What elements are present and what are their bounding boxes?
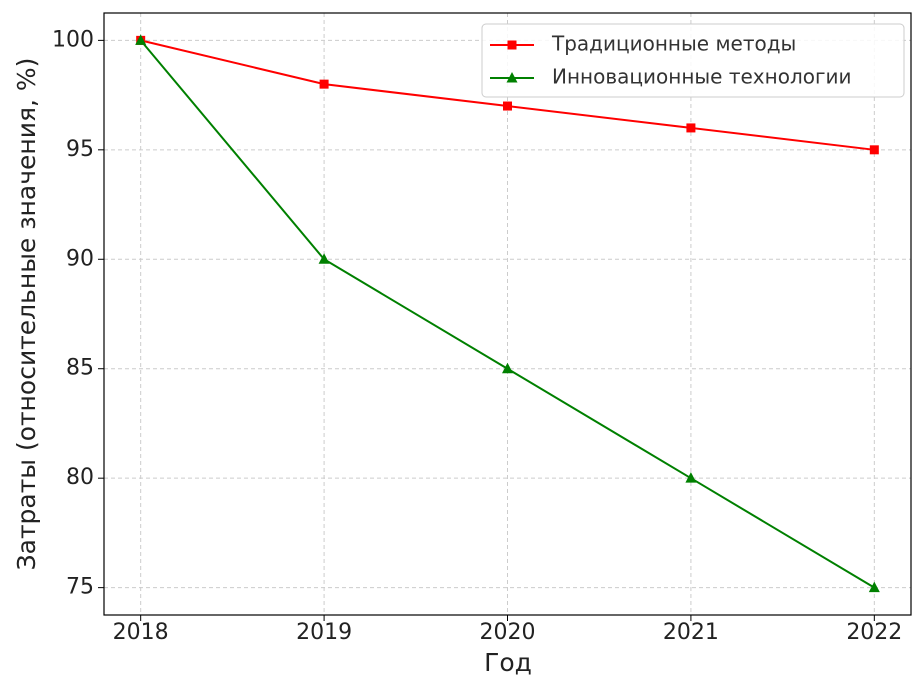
plot-frame	[103, 12, 912, 616]
y-tick-label: 85	[66, 356, 94, 381]
marker	[319, 79, 329, 89]
marker	[135, 34, 147, 45]
marker	[686, 123, 696, 133]
x-tick-label: 2018	[113, 620, 169, 645]
legend-box	[481, 23, 905, 98]
marker	[685, 472, 697, 483]
marker	[869, 145, 879, 155]
marker	[502, 362, 513, 374]
y-tick-label: 90	[66, 246, 94, 271]
y-tick-label: 75	[66, 575, 94, 600]
marker	[506, 72, 518, 83]
x-tick-label: 2022	[846, 620, 902, 645]
x-axis-label: Год	[484, 648, 532, 677]
y-tick-label: 100	[52, 27, 94, 52]
x-tick-label: 2021	[663, 620, 719, 645]
y-tick-label: 95	[66, 137, 94, 162]
x-tick-label: 2019	[296, 620, 352, 645]
legend-label: Традиционные методы	[551, 32, 796, 56]
legend-label: Инновационные технологии	[552, 65, 851, 89]
marker	[503, 101, 512, 111]
x-tick-label: 2020	[480, 620, 536, 645]
y-axis-label: Затраты (относительные значения, %)	[12, 58, 41, 571]
marker	[318, 253, 330, 264]
y-tick-label: 80	[66, 465, 94, 490]
marker	[507, 40, 517, 50]
marker	[868, 581, 880, 593]
